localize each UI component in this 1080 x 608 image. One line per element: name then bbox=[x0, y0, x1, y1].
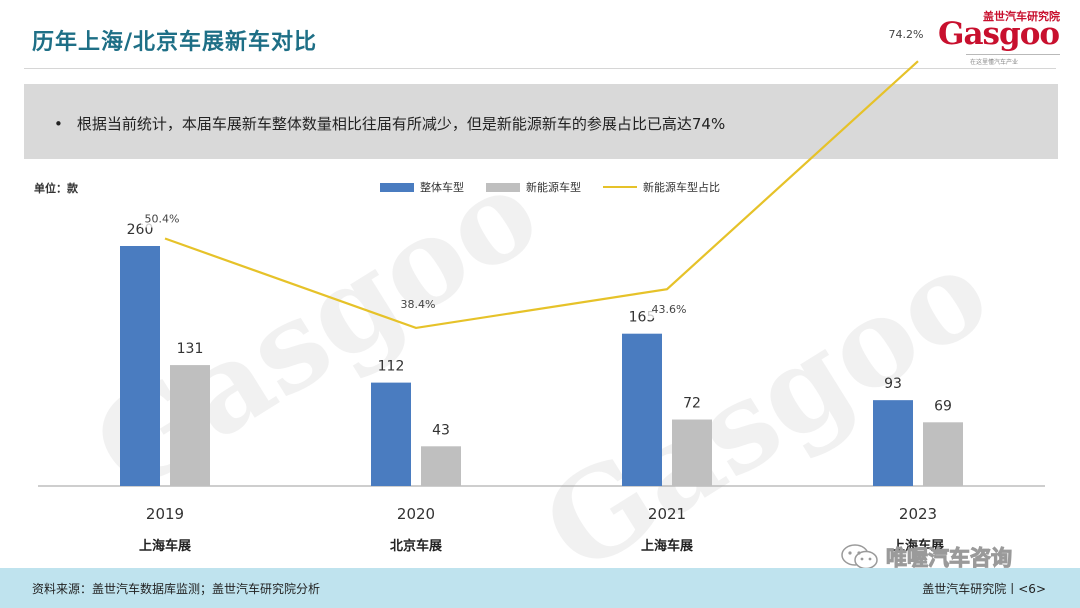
summary-box: • 根据当前统计，本届车展新车整体数量相比往届有所减少，但是新能源新车的参展占比已… bbox=[24, 84, 1058, 159]
header-divider bbox=[24, 68, 1056, 69]
wechat-badge: 唯喔汽车咨询 bbox=[840, 542, 1013, 572]
bar-nev-2020 bbox=[421, 446, 461, 486]
bar-nev-2023 bbox=[923, 422, 963, 486]
data-label-nev-2021: 72 bbox=[683, 396, 701, 412]
footer-bar: 资料来源：盖世汽车数据库监测；盖世汽车研究院分析 盖世汽车研究院丨<6> bbox=[0, 568, 1080, 608]
data-label-share-2020: 38.4% bbox=[401, 298, 436, 311]
share-label-bg-2021 bbox=[648, 300, 690, 319]
bar-total-2023 bbox=[873, 400, 913, 486]
legend-label-nev: 新能源车型 bbox=[526, 181, 581, 194]
legend-item-share: 新能源车型占比 bbox=[603, 179, 720, 195]
x-tick-label-2020: 2020 bbox=[397, 505, 435, 523]
logo-en-text: Gasgoo bbox=[938, 16, 1060, 52]
bar-total-2020 bbox=[371, 382, 411, 486]
chart-legend: 整体车型 新能源车型 新能源车型占比 bbox=[380, 179, 742, 195]
summary-text: • 根据当前统计，本届车展新车整体数量相比往届有所减少，但是新能源新车的参展占比已… bbox=[54, 113, 725, 134]
x-subcategory-label-2019: 上海车展 bbox=[139, 538, 192, 554]
summary-sentence: 根据当前统计，本届车展新车整体数量相比往届有所减少，但是新能源新车的参展占比已高… bbox=[76, 115, 726, 133]
bar-nev-2021 bbox=[672, 419, 712, 486]
bar-line-chart: 2601312019上海车展112432020北京车展165722021上海车展… bbox=[38, 28, 1045, 554]
x-tick-label-2023: 2023 bbox=[899, 505, 937, 523]
logo-divider bbox=[966, 54, 1060, 55]
bar-nev-2019 bbox=[170, 365, 210, 486]
x-subcategory-label-2021: 上海车展 bbox=[641, 538, 694, 554]
data-label-nev-2019: 131 bbox=[177, 341, 204, 357]
x-subcategory-label-2023: 上海车展 bbox=[892, 538, 945, 554]
footer-page-info: 盖世汽车研究院丨<6> bbox=[922, 582, 1046, 596]
share-label-bg-2019 bbox=[141, 209, 183, 228]
wechat-icon bbox=[841, 544, 878, 570]
legend-swatch-total bbox=[380, 182, 414, 192]
x-subcategory-label-2020: 北京车展 bbox=[390, 538, 443, 554]
legend-item-nev: 新能源车型 bbox=[486, 179, 581, 195]
bullet-icon: • bbox=[54, 115, 63, 133]
data-label-nev-2023: 69 bbox=[934, 398, 952, 414]
data-label-share-2021: 43.6% bbox=[652, 303, 687, 316]
unit-label: 单位：款 bbox=[34, 182, 78, 195]
data-label-share-2019: 50.4% bbox=[145, 213, 180, 226]
data-label-total-2023: 93 bbox=[884, 376, 902, 392]
legend-swatch-share bbox=[603, 186, 637, 188]
page-title: 历年上海/北京车展新车对比 bbox=[32, 30, 318, 55]
gasgoo-logo: 盖世汽车研究院 Gasgoo 在这里懂汽车产业 bbox=[938, 8, 1060, 66]
line-share-series bbox=[164, 60, 919, 330]
data-label-nev-2020: 43 bbox=[432, 422, 450, 438]
logo-subtitle: 在这里懂汽车产业 bbox=[970, 59, 1019, 66]
data-label-share-2023: 74.2% bbox=[889, 28, 924, 41]
x-tick-label-2021: 2021 bbox=[648, 505, 686, 523]
logo-cn-text: 盖世汽车研究院 bbox=[983, 10, 1060, 23]
bar-total-2019 bbox=[120, 246, 160, 486]
legend-swatch-nev bbox=[486, 182, 520, 192]
x-tick-label-2019: 2019 bbox=[146, 505, 184, 523]
legend-label-total: 整体车型 bbox=[420, 181, 464, 194]
legend-item-total: 整体车型 bbox=[380, 179, 464, 195]
data-label-total-2020: 112 bbox=[378, 359, 405, 375]
footer-source: 资料来源：盖世汽车数据库监测；盖世汽车研究院分析 bbox=[32, 582, 321, 596]
wechat-account-name: 唯喔汽车咨询 bbox=[886, 546, 1013, 571]
legend-label-share: 新能源车型占比 bbox=[643, 181, 720, 194]
bar-total-2021 bbox=[622, 333, 662, 486]
